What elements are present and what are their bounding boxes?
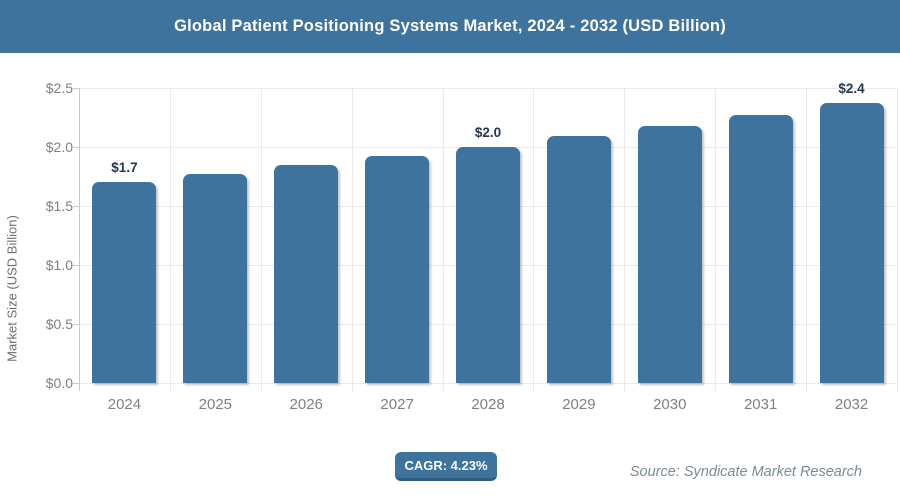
y-gridline bbox=[79, 88, 897, 89]
x-gridline bbox=[351, 88, 353, 391]
y-tick bbox=[73, 383, 79, 384]
x-gridline bbox=[533, 88, 535, 391]
x-tick-label: 2027 bbox=[380, 396, 414, 413]
y-tick bbox=[73, 324, 79, 325]
y-tick bbox=[73, 206, 79, 207]
x-tick-label: 2025 bbox=[198, 396, 233, 413]
x-tick-label: 2024 bbox=[107, 396, 142, 413]
x-tick-label: 2031 bbox=[743, 396, 778, 413]
x-tick-label: 2032 bbox=[834, 396, 869, 413]
cagr-badge-label: CAGR: 4.23% bbox=[404, 457, 488, 473]
x-gridline bbox=[897, 88, 898, 391]
bar-value-label: $1.7 bbox=[111, 160, 138, 176]
y-tick bbox=[73, 88, 79, 89]
y-tick-label: $2.0 bbox=[45, 139, 73, 155]
chart-title-banner: Global Patient Positioning Systems Marke… bbox=[0, 0, 900, 53]
bar-value-label: $2.4 bbox=[838, 81, 865, 97]
bar-2024 bbox=[92, 182, 157, 383]
source-note: Source: Syndicate Market Research bbox=[629, 464, 862, 480]
x-tick-label: 2026 bbox=[289, 396, 323, 413]
y-tick-label: $1.0 bbox=[45, 257, 73, 273]
x-gridline bbox=[442, 88, 444, 391]
bar-2031 bbox=[728, 115, 793, 383]
x-gridline bbox=[624, 88, 626, 391]
page-title: Global Patient Positioning Systems Marke… bbox=[174, 17, 726, 35]
y-tick bbox=[73, 265, 79, 266]
y-tick bbox=[73, 147, 79, 148]
y-axis-line bbox=[79, 88, 80, 391]
y-gridline bbox=[79, 383, 897, 384]
bar-value-label: $2.0 bbox=[474, 125, 502, 140]
bar-2030 bbox=[637, 125, 702, 383]
x-gridline bbox=[806, 88, 808, 391]
bar-2026 bbox=[274, 164, 339, 383]
x-gridline bbox=[260, 88, 262, 391]
y-tick-label: $2.5 bbox=[45, 80, 73, 96]
x-gridline bbox=[169, 88, 171, 391]
x-tick-label: 2028 bbox=[471, 396, 505, 413]
y-tick-label: $0.5 bbox=[45, 316, 73, 332]
x-tick-label: 2029 bbox=[562, 396, 596, 413]
bar-2029 bbox=[546, 136, 611, 383]
bar-2027 bbox=[365, 156, 430, 383]
y-tick-label: $0.0 bbox=[45, 375, 73, 391]
cagr-badge: CAGR: 4.23% bbox=[395, 452, 497, 481]
y-axis-title: Market Size (USD Billion) bbox=[4, 215, 20, 362]
x-tick-label: 2030 bbox=[653, 396, 687, 413]
chart-area: Market Size (USD Billion) $0.0 $0.5 $1.0 $1… bbox=[0, 53, 900, 443]
y-tick-label: $1.5 bbox=[45, 198, 73, 214]
bar-2028 bbox=[456, 147, 520, 383]
x-gridline bbox=[715, 88, 717, 391]
bar-2025 bbox=[183, 174, 248, 383]
bar-2032 bbox=[819, 103, 884, 383]
